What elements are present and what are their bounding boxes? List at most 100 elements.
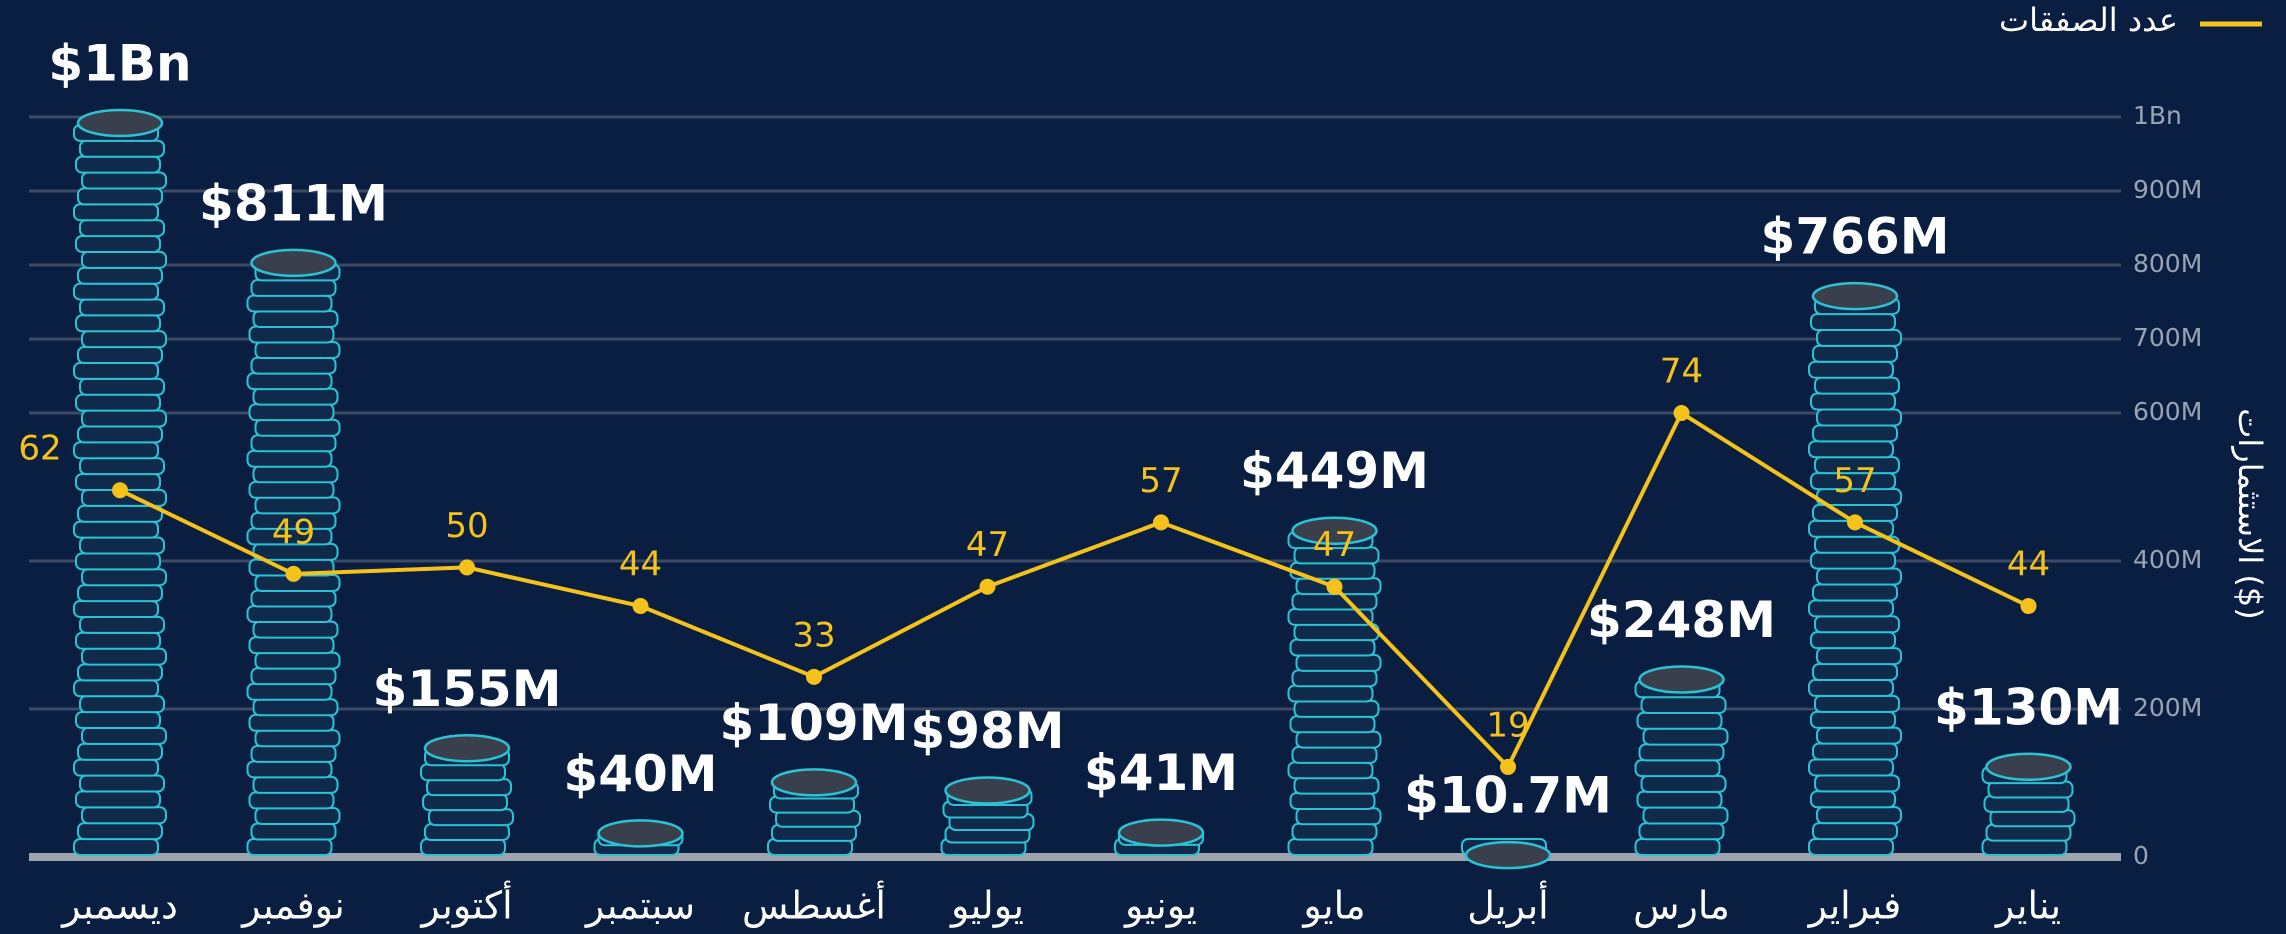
coin-side [77,663,163,682]
coin-side [248,791,335,810]
coin-side [1814,615,1900,634]
coin-side [1636,790,1723,809]
coin-side [246,449,333,468]
coin-side [248,403,335,422]
coin-stack [1287,516,1382,856]
coin-side [1808,838,1894,856]
coin-top [423,734,511,763]
coin-side [81,568,167,587]
coin-top [770,768,858,797]
coin-stack [73,108,167,856]
x-tick-label: يناير [1994,884,2061,929]
coin-side [248,713,335,732]
coin-side [77,346,163,365]
x-tick-label: يوليو [949,884,1024,929]
coin-top [1811,281,1899,311]
coin-side [75,234,161,253]
coin-side [252,620,339,639]
coin-side [77,425,163,444]
coin-side [79,774,165,793]
legend-label: عدد الصفقات [1999,1,2178,39]
coin-side [1642,727,1729,746]
y-tick-label: 0 [2133,841,2149,870]
value-label: $130M [1934,678,2123,736]
coin-side [81,171,167,190]
coin-side [1810,631,1896,650]
value-label: $1Bn [48,35,191,93]
coin-side [1810,392,1896,411]
coin-side [252,698,339,717]
value-label: $449M [1240,442,1429,500]
line-point [285,565,302,582]
coin-side [1812,583,1898,602]
x-tick-label: مارس [1633,884,1730,928]
y-tick-label: 900M [2133,175,2202,204]
coin-side [1640,696,1727,715]
coin-side [1808,360,1894,379]
coin-side [75,314,161,333]
line-point [459,559,475,576]
coin-side [1816,408,1902,427]
line [119,410,2030,771]
coin-side [81,647,167,666]
coin-side [73,520,159,539]
coin-side [1816,567,1902,586]
coin-side [250,822,337,841]
coin-side [1289,715,1376,734]
coin-top [1638,665,1725,694]
coin-stack [1634,665,1729,856]
line-point [632,598,649,615]
coin-side [73,838,159,856]
line-point [806,668,822,685]
line-value-label: 47 [1313,525,1356,565]
coin-side [1816,726,1902,745]
coin-side [73,282,159,301]
coin-side [422,793,508,812]
coin-side [79,219,165,238]
coin-side [1287,761,1374,780]
y-tick-label: 800M [2133,249,2202,278]
coin-side [1638,822,1725,841]
coin-side [1816,806,1902,825]
line-value-label: 62 [18,429,61,469]
coin-side [1634,838,1721,856]
x-tick-label: نوفمبر [240,884,345,929]
value-label: $811M [199,174,388,232]
coin-side [1638,743,1725,762]
line-point [1326,578,1343,595]
coin-side [1816,647,1902,666]
coin-side [79,377,165,396]
line-point [1153,514,1169,531]
coin-stack [1808,281,1902,856]
coin-side [81,806,167,825]
y-axis-title: الاستثمارات ($) [2231,408,2269,619]
coin-top [1464,840,1552,870]
coin-side [1810,710,1896,729]
x-tick-label: سبتمبر [584,884,695,929]
coin-side [1642,806,1729,825]
coin-side [1291,592,1378,611]
value-label: $41M [1084,744,1238,802]
coin-side [250,667,337,686]
x-tick-label: أغسطس [742,881,886,928]
line-value-label: 33 [792,615,835,655]
coin-side [1810,790,1896,809]
coin-side [77,187,163,206]
coin-top [250,248,337,278]
x-tick-label: فبراير [1807,884,1902,929]
coin-stack [1114,818,1205,856]
coin-top [597,819,684,848]
coin-side [77,584,163,603]
line-value-label: 19 [1486,705,1529,745]
coin-side [246,838,333,856]
coin-stack [1981,752,2076,856]
coin-side [73,361,159,380]
value-label: $766M [1761,208,1950,266]
value-label: $109M [720,694,909,752]
coin-side [1814,376,1900,395]
coin-side [1810,312,1896,331]
coin-side [81,250,167,269]
coin-side [1814,774,1900,793]
coin-side [1808,678,1894,697]
